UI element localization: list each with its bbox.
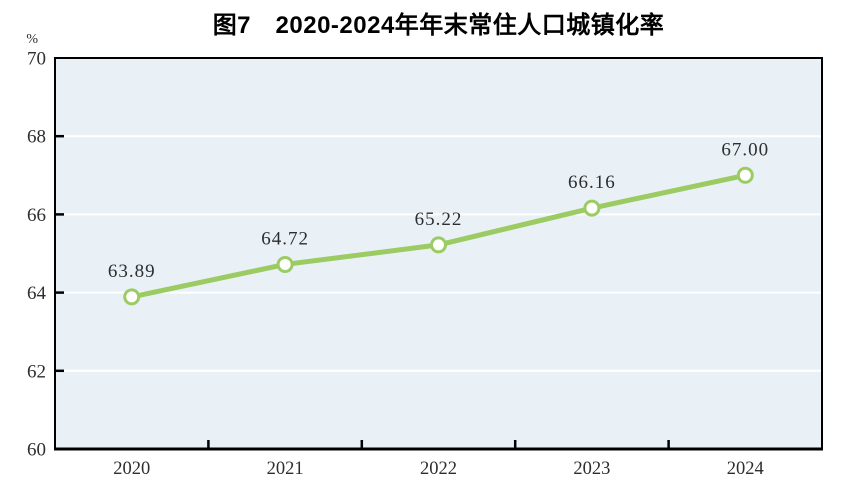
x-axis-tick-label: 2024: [727, 459, 764, 479]
x-axis-tick-label: 2023: [573, 459, 610, 479]
data-point-marker: [736, 166, 754, 184]
data-point-marker: [276, 255, 294, 273]
data-label: 65.22: [415, 209, 463, 230]
y-axis-unit-label: %: [26, 32, 38, 47]
y-axis-tick-label: 64: [27, 283, 47, 304]
data-point-marker: [123, 288, 141, 306]
y-axis-tick-label: 68: [27, 127, 46, 148]
data-label: 63.89: [108, 261, 156, 282]
plot-area: [55, 58, 822, 449]
data-point-marker: [430, 236, 447, 254]
data-point-marker: [583, 199, 601, 217]
x-axis-tick-label: 2021: [267, 459, 304, 479]
data-label: 66.16: [568, 172, 616, 193]
x-axis-tick-label: 2020: [113, 459, 150, 479]
y-axis-tick-label: 60: [27, 440, 46, 461]
data-label: 67.00: [721, 139, 769, 160]
y-axis-tick-label: 66: [27, 205, 46, 226]
chart-title: 图7 2020-2024年年末常住人口城镇化率: [212, 12, 665, 39]
y-axis-tick-label: 70: [27, 49, 46, 70]
x-axis-tick-label: 2022: [420, 459, 457, 479]
y-axis-tick-label: 62: [27, 361, 46, 382]
data-label: 64.72: [261, 228, 309, 249]
